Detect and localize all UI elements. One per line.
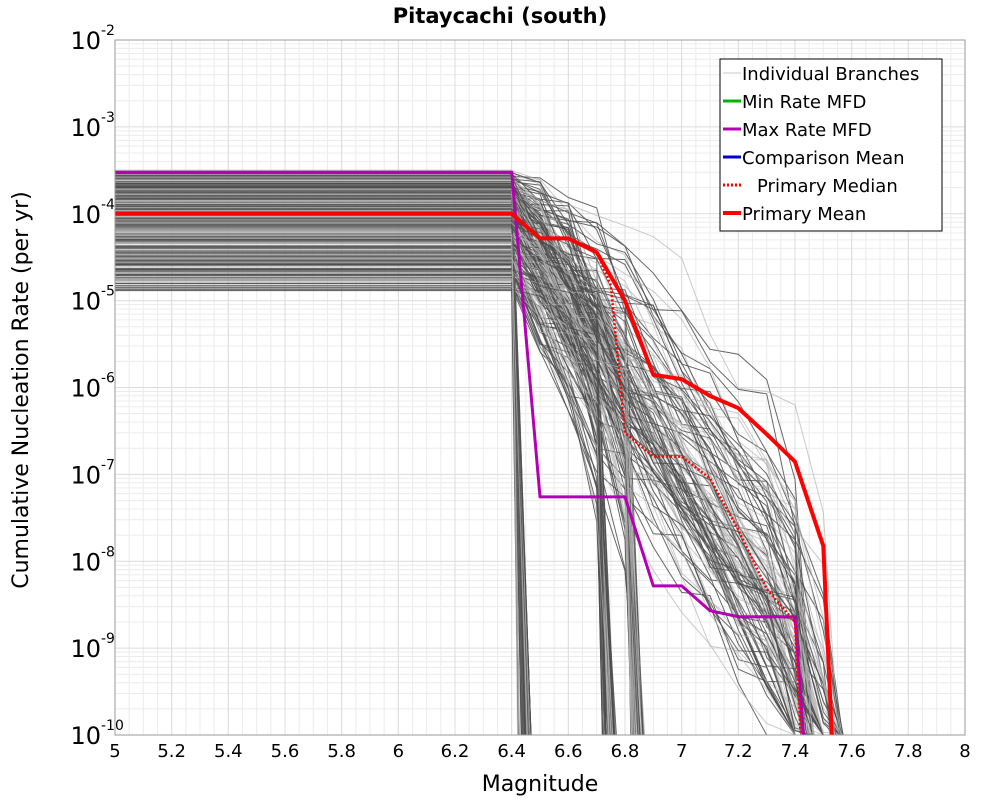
x-tick-label: 7 <box>676 741 687 762</box>
branch-line <box>115 207 811 736</box>
primary-mean-line <box>115 211 834 736</box>
branch-line <box>115 258 612 736</box>
x-tick-label: 6.6 <box>554 741 583 762</box>
x-tick-label: 5.6 <box>271 741 300 762</box>
y-tick-exponent: -8 <box>101 544 115 560</box>
branch-line <box>115 288 839 736</box>
y-tick-exponent: -7 <box>101 457 115 473</box>
y-tick-label: 10 <box>70 114 101 142</box>
x-tick-label: 6.4 <box>497 741 526 762</box>
branch-line <box>115 236 606 736</box>
y-axis-label: Cumulative Nucleation Rate (per yr) <box>9 191 34 589</box>
branch-line <box>115 234 840 736</box>
branch-line <box>115 227 806 736</box>
branch-line <box>115 229 634 736</box>
x-tick-label: 6 <box>393 741 404 762</box>
branch-line <box>115 209 532 736</box>
y-tick-exponent: -5 <box>101 284 115 300</box>
branch-line <box>115 190 804 736</box>
plot-frame <box>114 39 966 736</box>
x-tick-label: 5.4 <box>214 741 243 762</box>
branch-line <box>115 234 806 736</box>
branch-line <box>115 190 814 736</box>
series-layer <box>115 170 834 736</box>
branch-line <box>115 261 813 736</box>
legend-label: Max Rate MFD <box>742 120 872 141</box>
max-rate-mfd-line <box>115 170 805 736</box>
y-tick-label: 10 <box>70 722 101 750</box>
y-tick-label: 10 <box>70 27 101 55</box>
x-tick-label: 7.4 <box>781 741 810 762</box>
y-tick-label: 10 <box>70 461 101 489</box>
y-tick-label: 10 <box>70 635 101 663</box>
y-tick-label: 10 <box>70 375 101 403</box>
legend: Individual Branches Min Rate MFD Max Rate … <box>719 58 943 232</box>
x-ticks: 5 5.2 5.4 5.6 5.8 6 6.2 6.4 6.6 6.8 7 7.2 7.4 7.6 7.8 8 <box>109 741 970 762</box>
y-tick-label: 10 <box>70 288 101 316</box>
y-tick-exponent: -3 <box>101 110 115 126</box>
legend-box <box>719 58 943 232</box>
x-tick-label: 7.2 <box>724 741 753 762</box>
legend-label: Primary Mean <box>742 204 866 225</box>
x-tick-label: 5.8 <box>327 741 356 762</box>
branch-line <box>115 185 841 736</box>
branch-line <box>115 178 806 736</box>
y-tick-exponent: -6 <box>101 371 115 387</box>
y-tick-exponent: -4 <box>101 197 115 213</box>
branch-line <box>115 194 842 736</box>
y-tick-exponent: -2 <box>101 23 115 39</box>
x-tick-label: 6.8 <box>611 741 640 762</box>
x-tick-label: 8 <box>959 741 970 762</box>
y-tick-exponent: -10 <box>101 718 124 734</box>
branch-line <box>115 254 836 736</box>
y-tick-label: 10 <box>70 201 101 229</box>
branch-line <box>115 193 642 736</box>
primary-median-line <box>115 212 802 736</box>
x-tick-label: 6.2 <box>441 741 470 762</box>
branch-line <box>115 177 607 736</box>
branch-line <box>115 178 830 736</box>
x-tick-label: 7.8 <box>894 741 923 762</box>
branch-line <box>115 279 831 736</box>
x-tick-label: 5.2 <box>157 741 186 762</box>
branch-line <box>115 174 841 736</box>
branch-line <box>115 257 609 736</box>
x-axis-label: Magnitude <box>482 772 599 797</box>
y-tick-exponent: -9 <box>101 631 115 647</box>
y-tick-label: 10 <box>70 548 101 576</box>
branch-line <box>115 233 520 736</box>
chart-title: Pitaycachi (south) <box>393 4 607 28</box>
legend-label: Individual Branches <box>742 64 919 85</box>
x-tick-label: 7.6 <box>837 741 866 762</box>
legend-label: Primary Median <box>757 176 898 197</box>
x-tick-label: 5 <box>109 741 120 762</box>
branch-line <box>115 240 805 736</box>
legend-label: Comparison Mean <box>742 148 905 169</box>
branch-line <box>115 275 807 736</box>
legend-label: Min Rate MFD <box>742 92 866 113</box>
